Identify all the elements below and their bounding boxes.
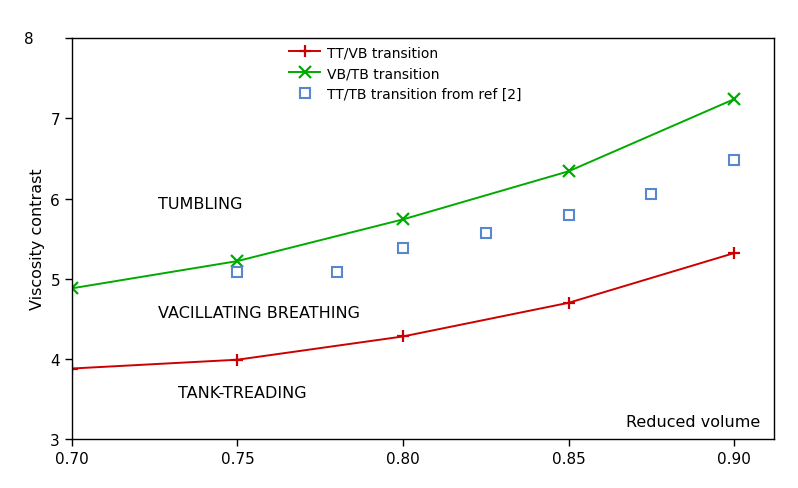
Text: 8: 8 xyxy=(24,32,34,46)
VB/TB transition xyxy=(67,286,77,292)
TT/TB transition from ref [2] xyxy=(729,158,739,163)
Y-axis label: Viscosity contrast: Viscosity contrast xyxy=(30,168,45,310)
TT/TB transition from ref [2] xyxy=(481,231,491,237)
Legend: TT/VB transition, VB/TB transition, TT/TB transition from ref [2]: TT/VB transition, VB/TB transition, TT/T… xyxy=(290,46,521,102)
VB/TB transition xyxy=(564,169,574,175)
TT/VB transition xyxy=(398,334,408,340)
Line: TT/VB transition: TT/VB transition xyxy=(65,247,741,375)
Text: TUMBLING: TUMBLING xyxy=(158,197,243,212)
Line: VB/TB transition: VB/TB transition xyxy=(65,94,741,295)
TT/VB transition xyxy=(729,251,739,257)
TT/VB transition xyxy=(67,366,77,372)
TT/TB transition from ref [2] xyxy=(398,246,408,252)
TT/TB transition from ref [2] xyxy=(233,270,243,276)
TT/VB transition xyxy=(233,357,243,363)
Text: Reduced volume: Reduced volume xyxy=(626,414,760,429)
VB/TB transition xyxy=(233,259,243,264)
VB/TB transition xyxy=(729,97,739,103)
TT/VB transition xyxy=(564,300,574,306)
Text: TANK-TREADING: TANK-TREADING xyxy=(178,386,306,401)
Text: VACILLATING BREATHING: VACILLATING BREATHING xyxy=(158,305,360,321)
TT/TB transition from ref [2] xyxy=(332,270,342,276)
TT/TB transition from ref [2] xyxy=(564,212,574,218)
Line: TT/TB transition from ref [2]: TT/TB transition from ref [2] xyxy=(232,156,739,278)
TT/TB transition from ref [2] xyxy=(646,191,656,197)
VB/TB transition xyxy=(398,217,408,223)
